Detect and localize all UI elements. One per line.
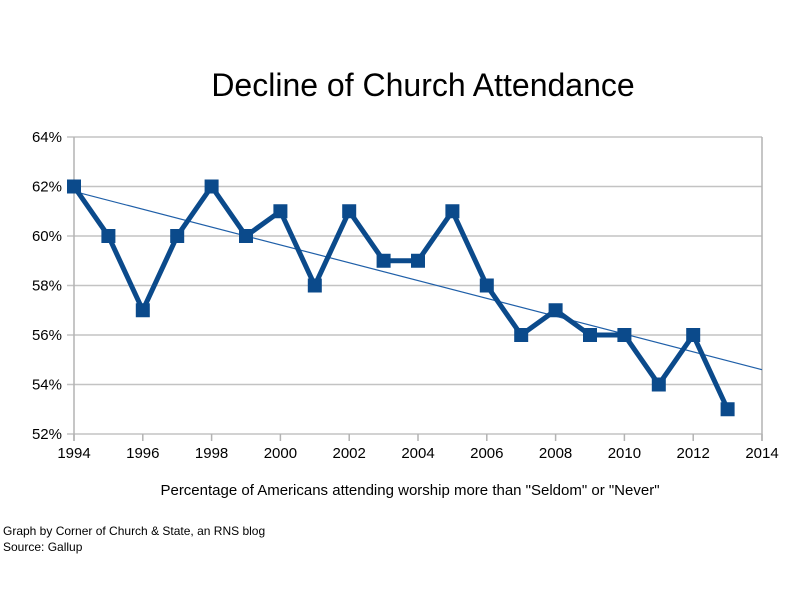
x-tick-label: 2000	[264, 445, 297, 462]
y-tick-label: 52%	[32, 426, 62, 443]
data-point-marker	[204, 179, 219, 194]
data-point-marker	[479, 278, 494, 293]
data-point-marker	[411, 253, 425, 268]
data-point-marker	[548, 303, 563, 318]
data-point-marker	[617, 328, 632, 342]
x-axis-label: Percentage of Americans attending worshi…	[160, 482, 659, 499]
data-point-marker	[67, 179, 81, 194]
x-tick-label: 2012	[677, 445, 710, 462]
x-tick-label: 1994	[57, 445, 90, 462]
y-tick-label: 60%	[32, 228, 62, 245]
series-line	[71, 182, 730, 411]
chart-title: Decline of Church Attendance	[211, 67, 634, 103]
y-tick-label: 64%	[32, 129, 62, 146]
data-point-marker	[273, 204, 288, 219]
data-point-marker	[720, 402, 735, 417]
data-point-marker	[583, 328, 597, 342]
data-point-marker	[376, 253, 391, 268]
data-point-marker	[514, 328, 529, 342]
source-text: Source: Gallup	[3, 540, 83, 554]
trendline	[73, 190, 763, 371]
x-tick-label: 1996	[126, 445, 159, 462]
credit-text: Graph by Corner of Church & State, an RN…	[3, 524, 266, 538]
data-point-marker	[307, 278, 322, 293]
series-group	[67, 179, 735, 417]
y-tick-label: 54%	[32, 377, 62, 394]
x-axis-ticks: 1994 1996 1998 2000 2002 2004 2006 2008 2010 2012…	[57, 445, 778, 462]
x-tick-label: 2004	[401, 445, 434, 462]
data-point-marker	[101, 229, 116, 243]
x-tick-label: 2014	[745, 445, 778, 462]
x-tick-label: 1998	[195, 445, 228, 462]
data-point-marker	[239, 229, 253, 243]
x-tick-label: 2008	[539, 445, 572, 462]
x-tick-label: 2010	[608, 445, 641, 462]
x-tick-label: 2002	[333, 445, 366, 462]
y-tick-label: 56%	[32, 327, 62, 344]
data-point-marker	[170, 229, 185, 243]
y-tick-label: 58%	[32, 278, 62, 295]
y-tick-label: 62%	[32, 179, 62, 196]
data-point-marker	[651, 377, 666, 392]
x-tick-label: 2006	[470, 445, 503, 462]
data-point-marker	[342, 204, 357, 219]
data-point-marker	[686, 328, 701, 342]
data-point-marker	[135, 303, 150, 318]
trendline-group	[73, 190, 763, 371]
y-axis-ticks: 52% 54% 56% 58% 60% 62% 64%	[32, 129, 62, 443]
axes	[73, 137, 763, 441]
data-point-marker	[445, 204, 460, 219]
